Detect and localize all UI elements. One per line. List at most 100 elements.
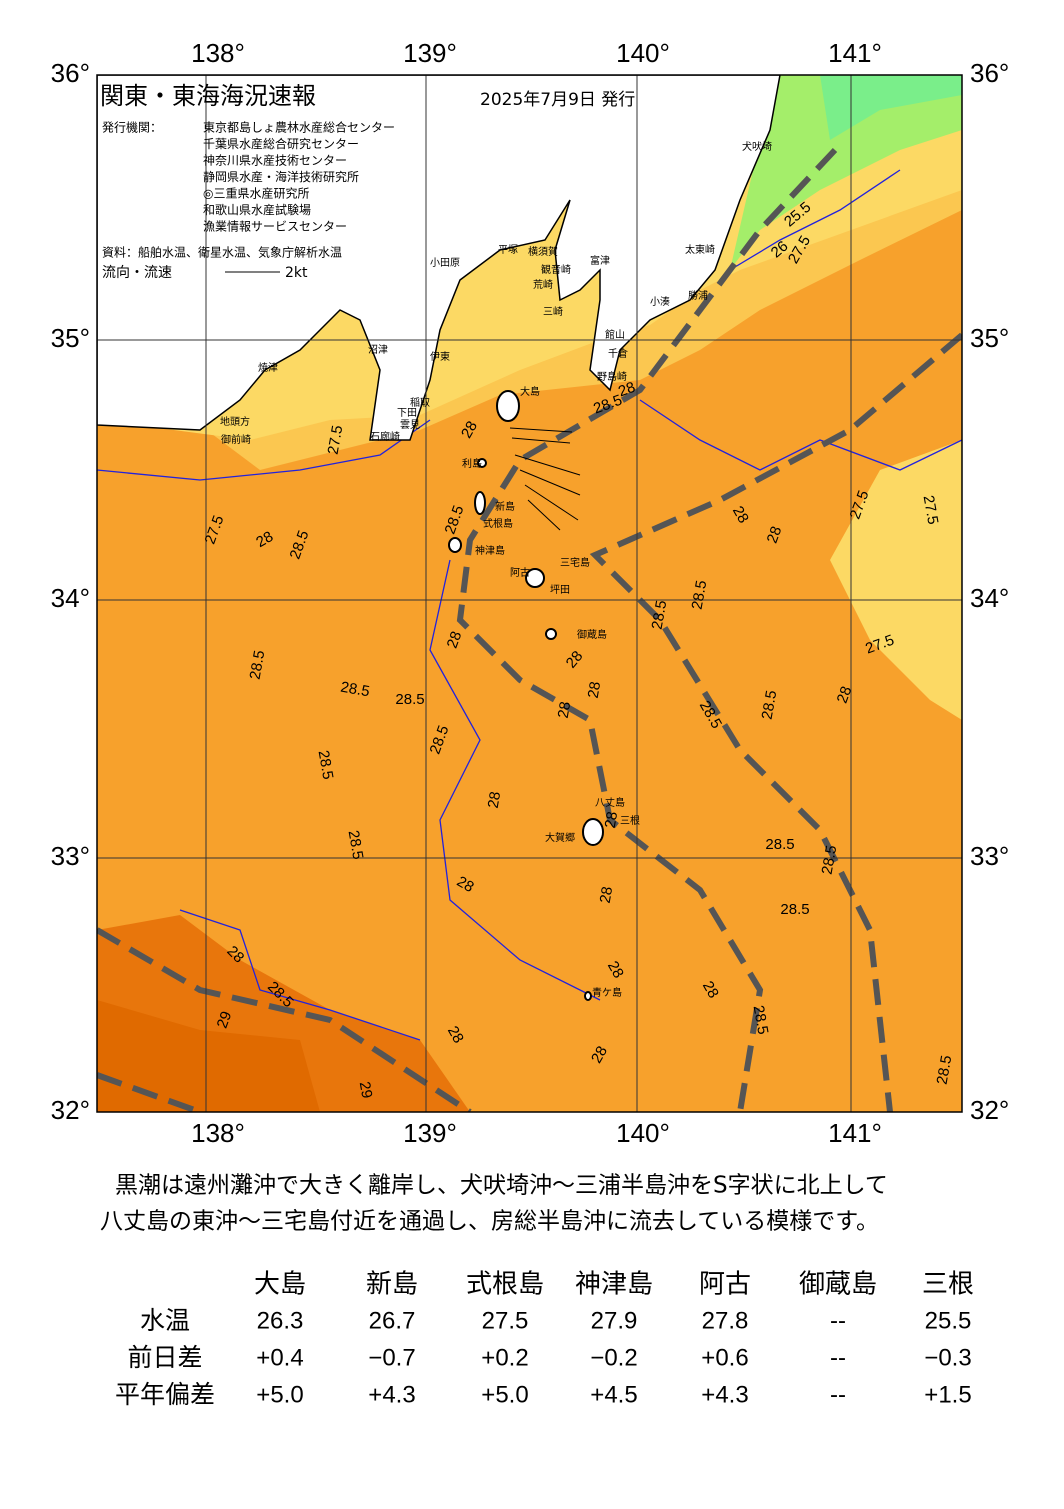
graticule <box>97 75 962 1112</box>
contour-label: 28.5 <box>780 901 809 918</box>
contour-label: 28.5 <box>395 691 424 708</box>
place-name: 神津島 <box>475 544 505 557</box>
column-header: 三根 <box>922 1270 974 1300</box>
place-name: 野島崎 <box>597 370 627 383</box>
contour-label: 28 <box>444 629 466 650</box>
place-name: 稲取 <box>410 397 430 409</box>
cell: 27.8 <box>702 1307 749 1334</box>
issue-date: 2025年7月9日 発行 <box>480 90 635 110</box>
island <box>496 390 520 422</box>
cell: −0.3 <box>924 1344 971 1371</box>
contour-label: 28 <box>729 503 752 526</box>
contour-label: 28 <box>616 379 637 401</box>
lat-label: 32° <box>970 1095 1009 1125</box>
island <box>545 628 557 640</box>
arrow <box>511 437 571 444</box>
coldest-zone <box>820 75 962 140</box>
place-name: 館山 <box>605 328 625 341</box>
contour-label: 28.5 <box>339 679 371 701</box>
kuroshio-edge <box>97 1072 202 1112</box>
place-name: 観音崎 <box>541 263 571 276</box>
lat-label: 36° <box>970 58 1009 88</box>
hottest-zone <box>97 1000 320 1112</box>
column-header: 阿古 <box>699 1270 751 1300</box>
current-arrows <box>509 427 581 531</box>
place-name: 三宅島 <box>560 556 590 569</box>
issuers: 東京都島しょ農林水産総合センター千葉県水産総合研究センター神奈川県水産技術センタ… <box>203 120 395 234</box>
contour-label: 28.5 <box>819 844 841 876</box>
place-name: 坪田 <box>550 583 570 596</box>
place-name: 荒崎 <box>533 278 553 291</box>
lat-label: 32° <box>51 1095 90 1125</box>
contour-label: 28.5 <box>750 1004 772 1036</box>
place-name: 石廊崎 <box>370 430 400 443</box>
lon-label: 141° <box>828 38 882 68</box>
lat-label: 34° <box>51 583 90 613</box>
isotherm <box>729 169 901 271</box>
contour-label: 28 <box>834 684 856 705</box>
island <box>477 458 487 468</box>
place-name: 沼津 <box>368 343 388 356</box>
cell: 27.5 <box>482 1307 529 1334</box>
island <box>582 818 604 846</box>
lon-label: 140° <box>616 38 670 68</box>
land <box>97 75 781 441</box>
contour-label: 29 <box>214 1009 236 1030</box>
issuer: 神奈川県水産技術センター <box>203 153 347 168</box>
cell: +5.0 <box>481 1381 528 1408</box>
contour-label: 28.5 <box>649 599 671 631</box>
column-header: 式根島 <box>466 1270 544 1300</box>
place-name: 式根島 <box>483 517 513 530</box>
contour-label: 28.5 <box>934 1054 956 1086</box>
contour-label: 28 <box>588 1043 611 1066</box>
issuer: 漁業情報サービスセンター <box>203 220 347 234</box>
lat-label: 35° <box>51 323 90 353</box>
lon-label: 138° <box>191 1118 245 1148</box>
place-name: 御蔵島 <box>577 628 607 641</box>
place-name: 雲見 <box>400 419 420 431</box>
contour-label: 28.5 <box>689 579 711 611</box>
arrow <box>519 469 581 496</box>
lat-label: 35° <box>970 323 1009 353</box>
kuroshio <box>97 147 962 1112</box>
isotherm <box>179 909 421 1041</box>
contour-label: 28 <box>597 885 617 904</box>
cell: +4.3 <box>701 1381 748 1408</box>
cell: +5.0 <box>256 1381 303 1408</box>
column-header: 御蔵島 <box>799 1270 877 1300</box>
map-title: 関東・東海海況速報 <box>100 82 316 110</box>
cell: +0.6 <box>701 1344 748 1371</box>
contour-label: 28 <box>585 680 605 699</box>
place-name: 小田原 <box>430 257 460 269</box>
place-name: 御前崎 <box>221 433 251 446</box>
contour-label: 28.5 <box>247 649 269 681</box>
island <box>448 537 462 553</box>
contour-label: 28 <box>444 1023 467 1046</box>
issuer: 東京都島しょ農林水産総合センター <box>203 120 395 135</box>
contour-label: 27.5 <box>325 424 347 456</box>
contour-label: 27.5 <box>920 494 942 526</box>
axis-labels: 138° 138° 139° 139° 140° 140° 141° 141° 36° 36° 35… <box>51 38 1010 1148</box>
cell: +0.2 <box>481 1344 528 1371</box>
cell: 26.3 <box>257 1307 304 1334</box>
lat-label: 34° <box>970 583 1009 613</box>
row-label: 平年偏差 <box>115 1380 215 1409</box>
flow-legend-label: 流向・流速 <box>102 265 172 281</box>
island <box>525 568 545 588</box>
flow-legend-scale: 2kt <box>285 265 308 281</box>
issuer-label: 発行機関： <box>102 120 162 135</box>
data-source: 資料：船舶水温、衛星水温、気象庁解析水温 <box>102 245 342 260</box>
place-name: 平塚 <box>498 244 518 256</box>
isotherms <box>97 169 962 1041</box>
cell: -- <box>830 1344 846 1371</box>
lon-label: 140° <box>616 1118 670 1148</box>
place-name: 太東崎 <box>685 243 715 256</box>
lon-label: 139° <box>403 1118 457 1148</box>
cell: +4.5 <box>590 1381 637 1408</box>
cell: −0.2 <box>590 1344 637 1371</box>
lat-label: 33° <box>970 841 1009 871</box>
cell: +0.4 <box>256 1344 303 1371</box>
cell: +4.3 <box>368 1381 415 1408</box>
contour-label: 28 <box>699 978 722 1001</box>
